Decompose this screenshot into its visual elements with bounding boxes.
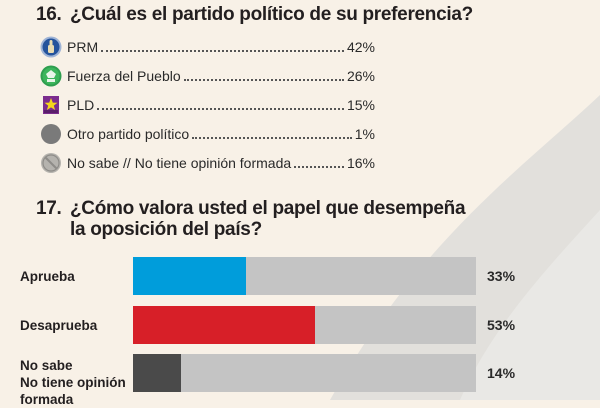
bar-track [133, 306, 476, 344]
bar-row: Aprueba 33% [0, 257, 600, 295]
legend-value: 1% [354, 125, 375, 142]
pld-logo-icon [40, 94, 62, 116]
dot-leader [97, 107, 344, 110]
party-preference-list: PRM 42% Fuerza del Pueblo 26% PLD 15% Ot… [40, 32, 375, 177]
question-16-title: 16. ¿Cuál es el partido político de su pr… [36, 4, 473, 25]
question-number: 16. [36, 4, 62, 25]
legend-label: No sabe // No tiene opinión formada [67, 154, 292, 171]
question-text: ¿Cuál es el partido político de su prefe… [70, 4, 473, 25]
bar-row: No sabe No tiene opinión formada 14% [0, 354, 600, 407]
bar-fill [133, 306, 315, 344]
list-item: Otro partido político 1% [40, 119, 375, 148]
legend-label: PRM [67, 38, 99, 55]
legend-value: 26% [346, 67, 375, 84]
bar-row: Desaprueba 53% [0, 306, 600, 344]
prm-logo-icon [40, 36, 62, 58]
list-item: PLD 15% [40, 90, 375, 119]
legend-label: Fuerza del Pueblo [67, 67, 181, 84]
bar-value-label: 33% [487, 268, 516, 284]
dot-leader [294, 165, 344, 168]
question-text-line-2: la oposición del país? [70, 219, 262, 240]
question-17-title: 17. ¿Cómo valora usted el papel que desem… [36, 198, 466, 240]
bar-track [133, 257, 476, 295]
gray-circle-icon [40, 123, 62, 145]
bar-category-label: Aprueba [20, 268, 75, 285]
bar-value-label: 14% [487, 365, 516, 381]
bar-value-label: 53% [487, 317, 516, 333]
legend-label: PLD [67, 96, 95, 113]
question-number: 17. [36, 198, 62, 219]
bar-category-label-line: No tiene opinión [20, 375, 126, 390]
bar-category-label-line: No sabe [20, 358, 73, 373]
bar-category-label-line: Desaprueba [20, 318, 98, 333]
dot-leader [192, 136, 352, 139]
legend-value: 15% [346, 96, 375, 113]
bar-track [133, 354, 476, 392]
list-item: No sabe // No tiene opinión formada 16% [40, 148, 375, 177]
legend-value: 16% [346, 154, 375, 171]
legend-value: 42% [346, 38, 375, 55]
list-item: PRM 42% [40, 32, 375, 61]
bar-fill [133, 354, 182, 392]
fuerza-del-pueblo-logo-icon [40, 65, 62, 87]
legend-label: Otro partido político [67, 125, 190, 142]
dot-leader [183, 78, 344, 81]
list-item: Fuerza del Pueblo 26% [40, 61, 375, 90]
no-symbol-icon [40, 152, 62, 174]
bar-category-label-line: Aprueba [20, 269, 75, 284]
dot-leader [101, 49, 344, 52]
bar-fill [133, 257, 247, 295]
bar-category-label: No sabe No tiene opinión formada [20, 357, 126, 408]
bar-category-label: Desaprueba [20, 317, 97, 334]
question-text-line-1: ¿Cómo valora usted el papel que desempeñ… [70, 198, 466, 219]
